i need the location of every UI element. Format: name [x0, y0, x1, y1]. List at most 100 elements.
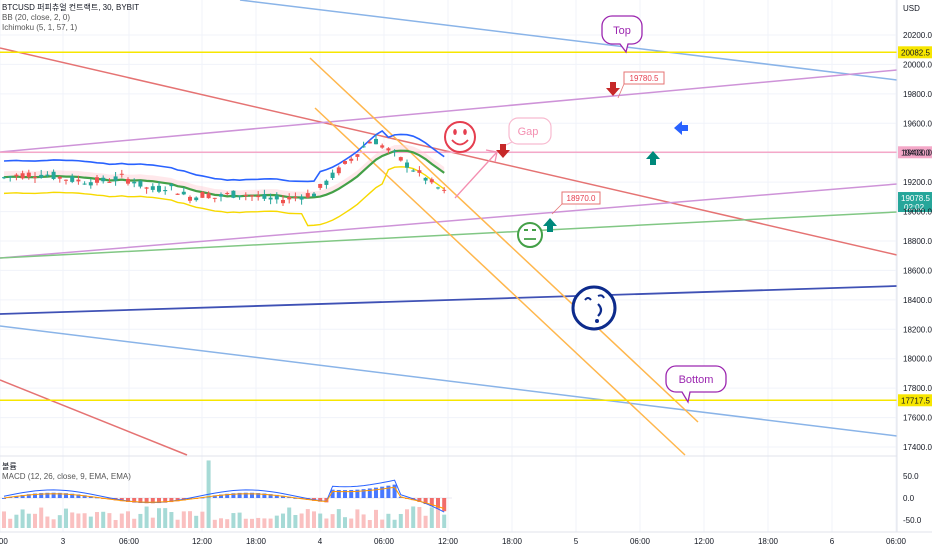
candle-body [194, 197, 199, 201]
trendline-navy [0, 285, 898, 315]
time-tick: 5 [574, 537, 579, 546]
macd-hist-bar [442, 498, 447, 512]
volume-bar [157, 508, 161, 528]
macd-line [3, 479, 445, 513]
macd-hist-bar [212, 495, 217, 498]
macd-hist-bar [349, 489, 354, 498]
macd-hist-bar [417, 498, 422, 503]
arrow-down-icon [496, 144, 510, 158]
note-18970: 18970.0 [543, 191, 601, 232]
price-axis[interactable]: 20200.0 20000.0 19800.0 19600.0 19400.0 19200… [896, 0, 932, 532]
time-tick: 18:00 [246, 537, 267, 546]
price-tick: 19800.0 [903, 90, 932, 99]
macd-title[interactable]: 볼륨 [2, 462, 17, 471]
time-tick: 3 [61, 537, 66, 546]
candle-body [361, 146, 366, 148]
volume-bar [101, 511, 106, 528]
candle-body [355, 154, 360, 157]
macd-hist-bar [423, 498, 428, 505]
volume-bar [113, 519, 118, 528]
candle-body [386, 148, 391, 151]
price-tick: 20000.0 [903, 60, 932, 69]
macd-hist-bar [243, 492, 248, 498]
macd-hist-bar [64, 493, 68, 498]
macd-hist-bar [138, 498, 143, 504]
volume-bar [200, 511, 205, 528]
volume-bar [132, 518, 137, 528]
candle-body [293, 197, 298, 199]
volume-bar [312, 511, 316, 528]
level-label: 17717.5 [901, 396, 930, 405]
candle-body [411, 170, 416, 172]
candle-body [175, 193, 180, 195]
gap-arrow [454, 149, 498, 199]
volume-bar [14, 514, 19, 528]
volume-bar [169, 512, 174, 528]
macd-hist-bar [150, 498, 155, 504]
level-badge [898, 146, 932, 159]
volume-bar [318, 513, 323, 528]
volume-bar [39, 507, 44, 528]
macd-hist-bar [237, 492, 242, 498]
volume-bar [225, 519, 230, 528]
callout-top-label: Top [613, 25, 631, 37]
price-tick: 19000.0 [903, 208, 932, 217]
time-tick: 0:00 [0, 537, 8, 546]
candle-body [144, 187, 149, 189]
macd-hist-bar [281, 495, 285, 498]
candle-body [101, 177, 106, 182]
macd-hist-bar [392, 484, 397, 498]
macd-hist-bar [330, 489, 335, 498]
trend-lines [0, 0, 898, 456]
macd-hist-bar [144, 498, 149, 504]
level-badge [898, 46, 932, 59]
macd-tick: -50.0 [903, 516, 922, 525]
neutral-face-icon [517, 222, 543, 248]
candle-body [39, 174, 44, 178]
candle-body [305, 193, 310, 198]
volume-bar [144, 506, 149, 528]
candle-body [268, 197, 273, 200]
volume-bar [281, 513, 285, 528]
channel-orange-lower [314, 107, 686, 456]
level-label: 19403.0 [901, 148, 930, 157]
candle-body [8, 176, 13, 178]
volume-bar [82, 513, 87, 528]
candle-body [138, 180, 143, 187]
candle-body [150, 186, 155, 190]
candles [2, 134, 447, 207]
time-axis[interactable]: 0:00 3 06:00 12:00 18:00 4 06:00 12:00 18:00 5 06:… [0, 531, 932, 546]
macd-subtitle[interactable]: MACD (12, 26, close, 9, EMA, EMA) [2, 472, 131, 481]
candle-body [392, 151, 397, 153]
volume-bar [219, 518, 223, 528]
volume-bar [330, 514, 335, 528]
candle-body [423, 177, 428, 181]
callout-bottom: Bottom [665, 365, 727, 404]
macd-hist-bar [76, 494, 81, 498]
arrow-down-icon [606, 82, 620, 96]
ichimoku-line[interactable]: Ichimoku (5, 1, 57, 1) [2, 23, 78, 32]
note-19780-label: 19780.5 [630, 74, 659, 83]
volume-bar [305, 509, 310, 528]
time-tick: 06:00 [374, 537, 395, 546]
symbol-line[interactable]: BTCUSD 퍼피츄얼 컨트랙트, 30, BYBIT [2, 3, 140, 12]
volume-bar [343, 517, 347, 528]
bb-line[interactable]: BB (20, close, 2, 0) [2, 13, 71, 22]
macd-hist-bar [268, 494, 273, 498]
callout-gap: Gap [499, 117, 552, 149]
candle-body [14, 174, 19, 177]
time-tick: 12:00 [438, 537, 459, 546]
macd-hist-bar [225, 493, 230, 498]
macd-hist-bar [436, 498, 440, 509]
price-tick: 19200.0 [903, 178, 932, 187]
macd-hist-bar [132, 498, 137, 503]
candle-body [169, 184, 174, 187]
volume-bar [243, 518, 248, 528]
volume-bar [138, 513, 143, 528]
candle-body [429, 179, 434, 183]
volume-bar [20, 509, 25, 528]
macd-hist-bar [262, 493, 267, 498]
price-tick: 19400.0 [903, 149, 932, 158]
volume-bar [256, 517, 261, 528]
